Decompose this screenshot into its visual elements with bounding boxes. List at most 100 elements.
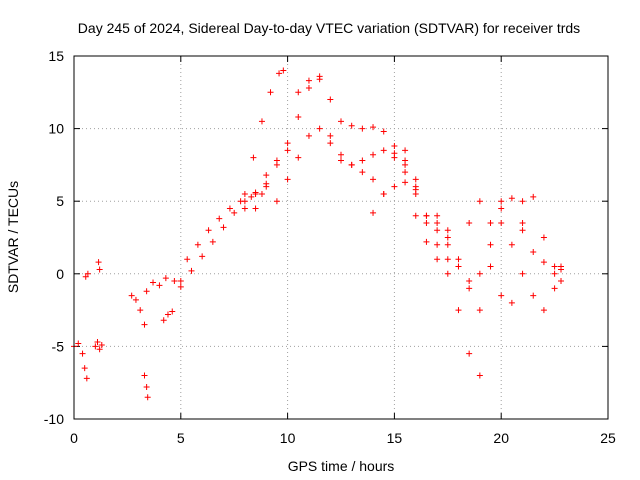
series-arc-mid-a <box>241 147 291 212</box>
data-point <box>359 157 366 164</box>
data-point <box>444 234 451 241</box>
data-point <box>402 169 409 176</box>
data-point <box>295 154 302 161</box>
data-point <box>444 256 451 263</box>
data-point <box>402 147 409 154</box>
data-point <box>216 215 223 222</box>
chart-title: Day 245 of 2024, Sidereal Day-to-day VTE… <box>78 20 580 36</box>
data-point <box>466 219 473 226</box>
data-point <box>423 238 430 245</box>
data-point <box>209 238 216 245</box>
series-arc-4h <box>160 308 176 324</box>
series-arc-early-b <box>82 270 91 280</box>
data-point <box>273 161 280 168</box>
data-point <box>498 219 505 226</box>
data-point <box>530 193 537 200</box>
data-point <box>348 122 355 129</box>
y-tick-label: 0 <box>56 266 64 282</box>
data-point <box>263 183 270 190</box>
data-point <box>455 263 462 270</box>
data-point <box>412 212 419 219</box>
data-point <box>160 317 167 324</box>
data-point <box>263 172 270 179</box>
data-point <box>348 161 355 168</box>
data-point <box>98 341 105 348</box>
data-point <box>412 176 419 183</box>
data-point <box>96 346 103 353</box>
data-point <box>519 270 526 277</box>
data-point <box>487 219 494 226</box>
data-point <box>519 219 526 226</box>
data-point <box>220 224 227 231</box>
data-point <box>150 279 157 286</box>
data-point <box>391 154 398 161</box>
data-point <box>194 241 201 248</box>
data-point <box>252 190 259 197</box>
data-point <box>338 157 344 164</box>
x-tick-label: 20 <box>493 430 509 446</box>
series-arc-late-b <box>498 205 565 314</box>
data-point <box>184 256 191 263</box>
data-point <box>267 89 274 96</box>
data-point <box>508 299 515 306</box>
data-point <box>276 70 283 77</box>
data-point <box>530 292 537 299</box>
data-point <box>558 263 565 270</box>
series-arc-late-a <box>466 193 565 306</box>
series-arc-3h-a <box>128 292 148 328</box>
data-point <box>94 339 101 346</box>
data-point <box>284 176 291 183</box>
y-tick-label: 10 <box>48 121 64 137</box>
data-point <box>466 278 473 285</box>
plot-frame <box>73 55 609 420</box>
data-point <box>316 76 323 83</box>
data-point <box>434 219 441 226</box>
data-point <box>188 267 195 274</box>
data-point <box>402 179 409 186</box>
y-tick-label: -10 <box>44 411 64 427</box>
data-point <box>132 296 139 303</box>
data-point <box>231 209 238 216</box>
series-arc-late-c <box>519 227 565 270</box>
x-axis-label: GPS time / hours <box>288 458 395 474</box>
data-point <box>476 307 483 314</box>
data-point <box>380 190 387 197</box>
data-point <box>423 219 430 226</box>
series-arc-peak-d <box>295 76 462 270</box>
data-point <box>144 394 151 401</box>
data-point <box>359 125 366 132</box>
data-point <box>551 270 558 277</box>
data-point <box>241 190 248 197</box>
data-point <box>444 241 451 248</box>
data-point <box>476 372 483 379</box>
data-point <box>551 263 558 270</box>
data-point <box>498 198 505 205</box>
data-point <box>530 249 537 256</box>
series-arc-3h-b <box>141 372 151 401</box>
data-point <box>92 343 99 350</box>
data-point <box>284 140 291 147</box>
data-point <box>402 157 409 164</box>
series-arc-peak-c <box>273 125 451 234</box>
series-arc-rise-main <box>177 180 270 285</box>
x-tick-label: 0 <box>70 430 78 446</box>
data-point <box>250 154 257 161</box>
grid <box>74 56 608 419</box>
data-point <box>164 311 171 318</box>
data-point <box>162 275 169 282</box>
data-point <box>81 365 88 372</box>
data-point <box>248 193 255 200</box>
data-point <box>412 183 419 190</box>
series-arc-3h-c <box>143 275 184 295</box>
data-point <box>455 256 462 263</box>
data-point <box>83 375 90 382</box>
data-point <box>205 227 212 234</box>
axis-ticks: 0 5 10 15 20 25 -10 -5 0 5 10 15 <box>44 48 616 446</box>
data-point <box>327 140 334 147</box>
series-arc-early-d <box>95 259 103 273</box>
data-point <box>338 118 344 125</box>
data-point <box>487 263 494 270</box>
data-point <box>141 372 148 379</box>
data-point <box>423 212 430 219</box>
data-point <box>476 270 483 277</box>
